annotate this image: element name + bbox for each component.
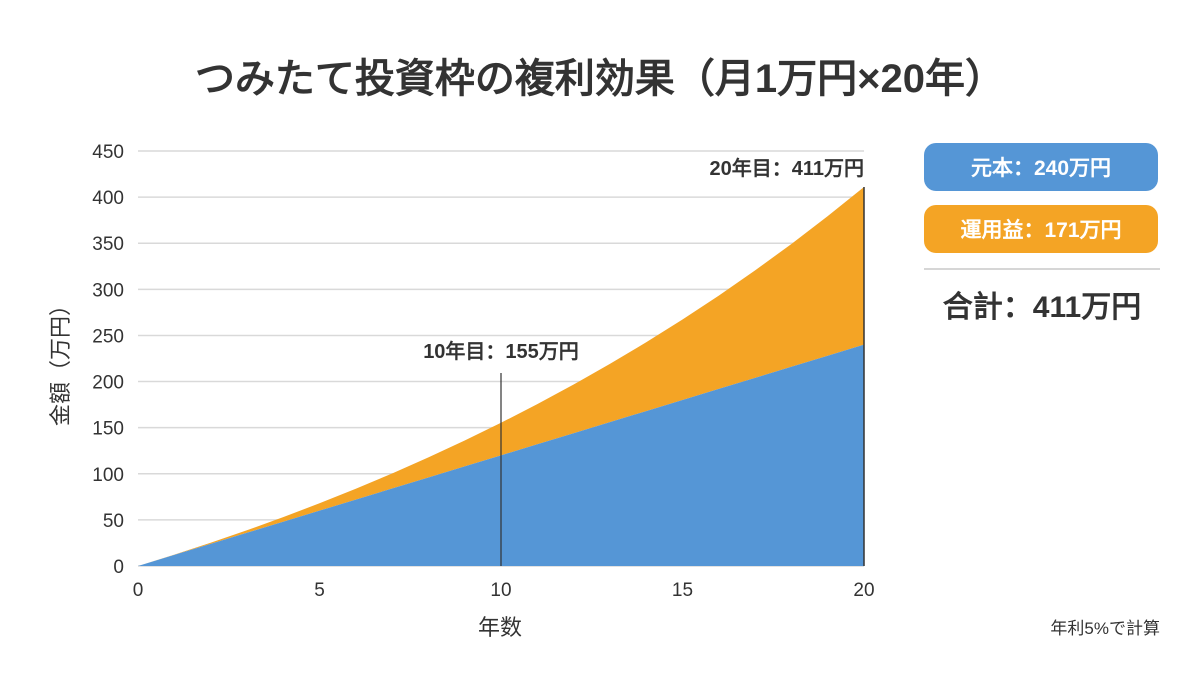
area-gain (138, 186, 864, 566)
y-tick-label: 0 (113, 557, 124, 578)
x-tick-label: 0 (133, 580, 144, 601)
y-tick-label: 150 (92, 419, 124, 440)
chart-title: つみたて投資枠の複利効果（月1万円×20年） (194, 57, 1006, 101)
y-axis-label: 金額（万円） (48, 294, 73, 426)
y-tick-label: 200 (92, 373, 124, 394)
legend-gain: 運用益：171万円 (924, 205, 1158, 253)
y-tick-label: 300 (92, 280, 124, 301)
y-tick-label: 250 (92, 326, 124, 347)
y-tick-label: 100 (92, 465, 124, 486)
legend-principal: 元本：240万円 (924, 143, 1158, 191)
legend-total: 合計：411万円 (942, 291, 1142, 324)
x-tick-label: 15 (672, 580, 693, 601)
x-tick-label: 20 (853, 580, 874, 601)
legend-divider (924, 268, 1160, 270)
annotation-label: 20年目：411万円 (709, 156, 864, 180)
area-principal (138, 344, 864, 566)
y-tick-label: 350 (92, 234, 124, 255)
annotation-label: 10年目：155万円 (423, 339, 579, 363)
y-tick-label: 50 (103, 511, 124, 532)
footnote: 年利5%で計算 (1050, 619, 1160, 638)
x-tick-label: 5 (314, 580, 325, 601)
x-axis-label: 年数 (478, 615, 522, 640)
y-tick-label: 450 (92, 142, 124, 163)
x-tick-label: 10 (490, 580, 511, 601)
y-tick-label: 400 (92, 188, 124, 209)
